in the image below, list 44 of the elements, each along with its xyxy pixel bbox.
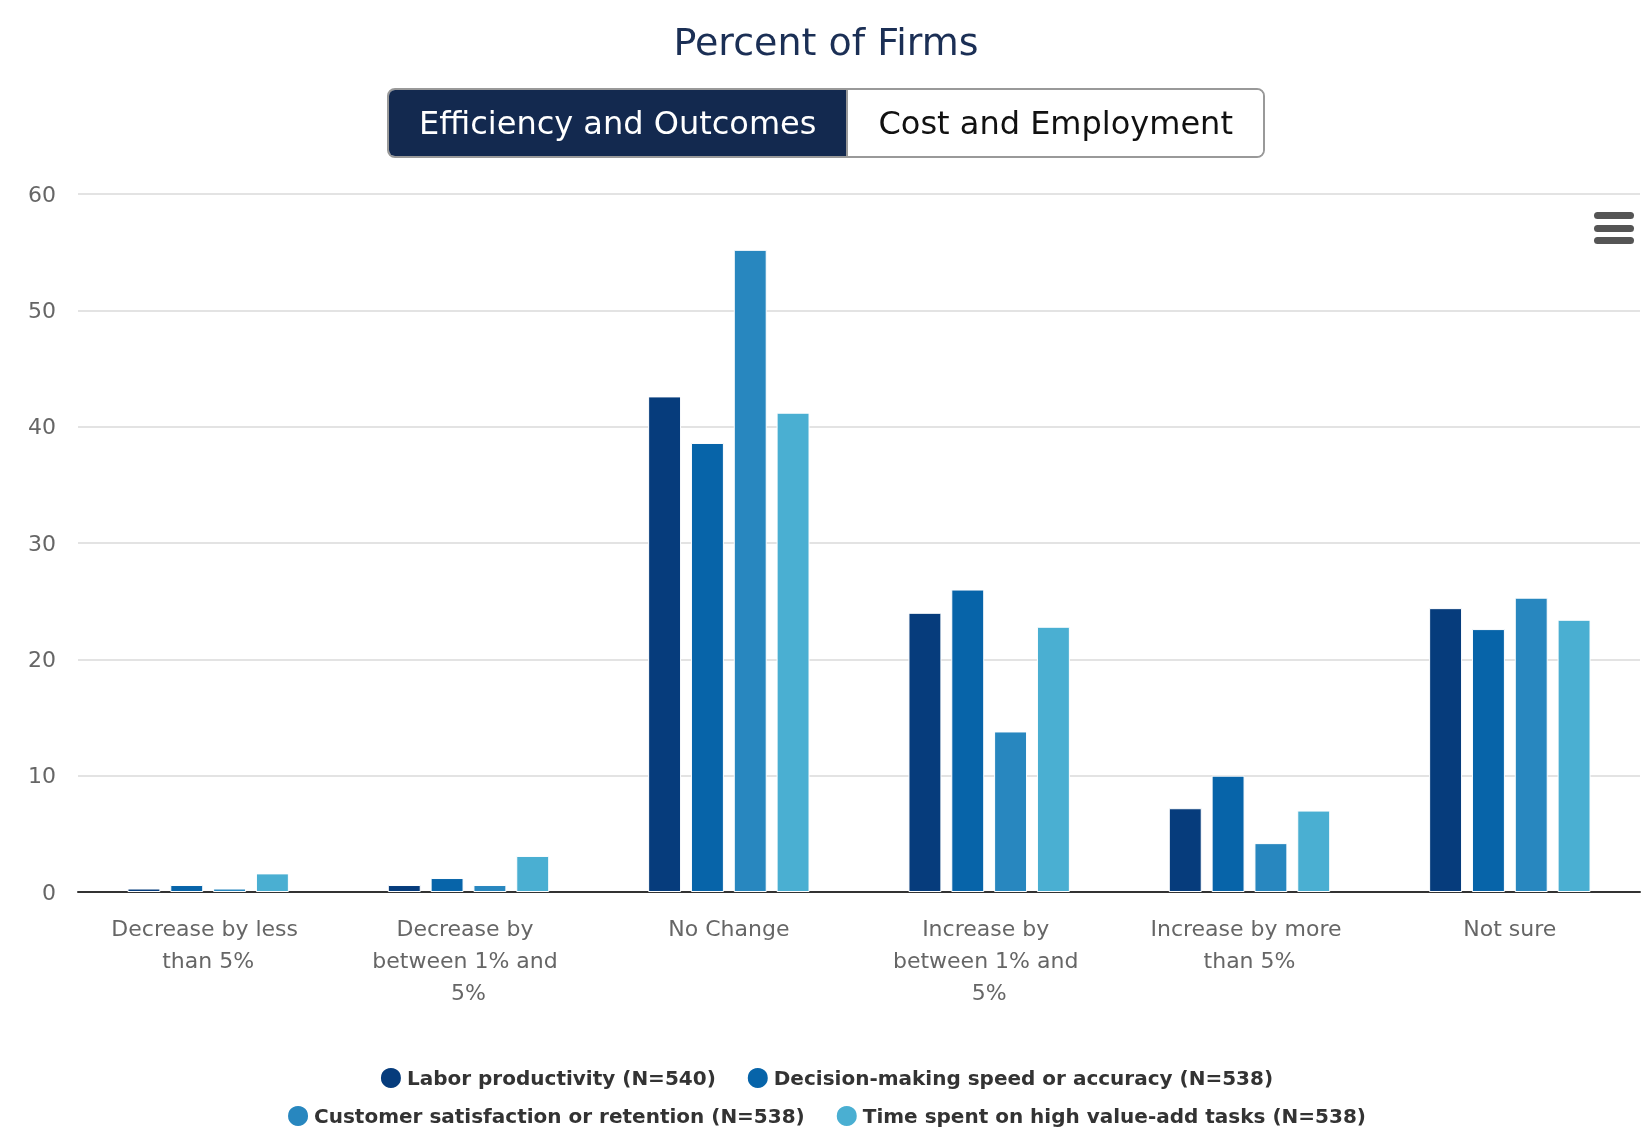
x-tick-label: Not sure [1463, 915, 1557, 941]
y-tick-label: 10 [28, 763, 56, 789]
bar [1254, 843, 1288, 892]
bar [387, 885, 421, 892]
x-tick-label: No Change [668, 915, 790, 941]
text: Efficiency and Outcomes [389, 90, 847, 156]
bar [1514, 597, 1548, 892]
y-tick-label: 0 [42, 879, 56, 905]
bar [1557, 619, 1591, 892]
bar [213, 888, 247, 892]
bar [127, 888, 161, 892]
bar [994, 731, 1028, 892]
bar [473, 885, 507, 892]
bar [908, 612, 942, 892]
bar [1168, 808, 1202, 892]
bar [733, 249, 767, 892]
text: Cost and Employment [846, 90, 1263, 156]
y-tick-label: 40 [28, 414, 56, 440]
bar [690, 442, 724, 892]
y-tick-label: 20 [28, 646, 56, 672]
bar [430, 878, 464, 892]
bar [776, 412, 810, 892]
bar [170, 885, 204, 892]
bar [1471, 629, 1505, 892]
legend-label: Customer satisfaction or retention (N=538) [314, 1104, 805, 1128]
bar [255, 873, 289, 892]
x-tick-label: Increase by between 1% and 5% [892, 915, 1086, 1005]
bar [951, 589, 985, 892]
legend-label: Labor productivity (N=540) [406, 1066, 716, 1090]
legend-label: Time spent on high value-add tasks (N=538) [862, 1104, 1366, 1128]
chart-title: Percent of Firms [673, 20, 979, 64]
y-tick-label: 30 [28, 530, 56, 556]
x-tick-label: Decrease by less than 5% [111, 915, 306, 973]
bar [1211, 775, 1245, 892]
bar [1429, 608, 1463, 892]
x-tick-label: Increase by more than 5% [1150, 915, 1349, 973]
x-tick-label: Decrease by between 1% and 5% [372, 915, 565, 1005]
y-tick-label: 60 [28, 181, 56, 207]
y-tick-label: 50 [28, 297, 56, 323]
bar [1036, 626, 1070, 892]
bar [516, 855, 550, 892]
bar [1297, 810, 1331, 892]
legend-label: Decision-making speed or accuracy (N=538) [773, 1066, 1274, 1090]
bar [648, 396, 682, 892]
